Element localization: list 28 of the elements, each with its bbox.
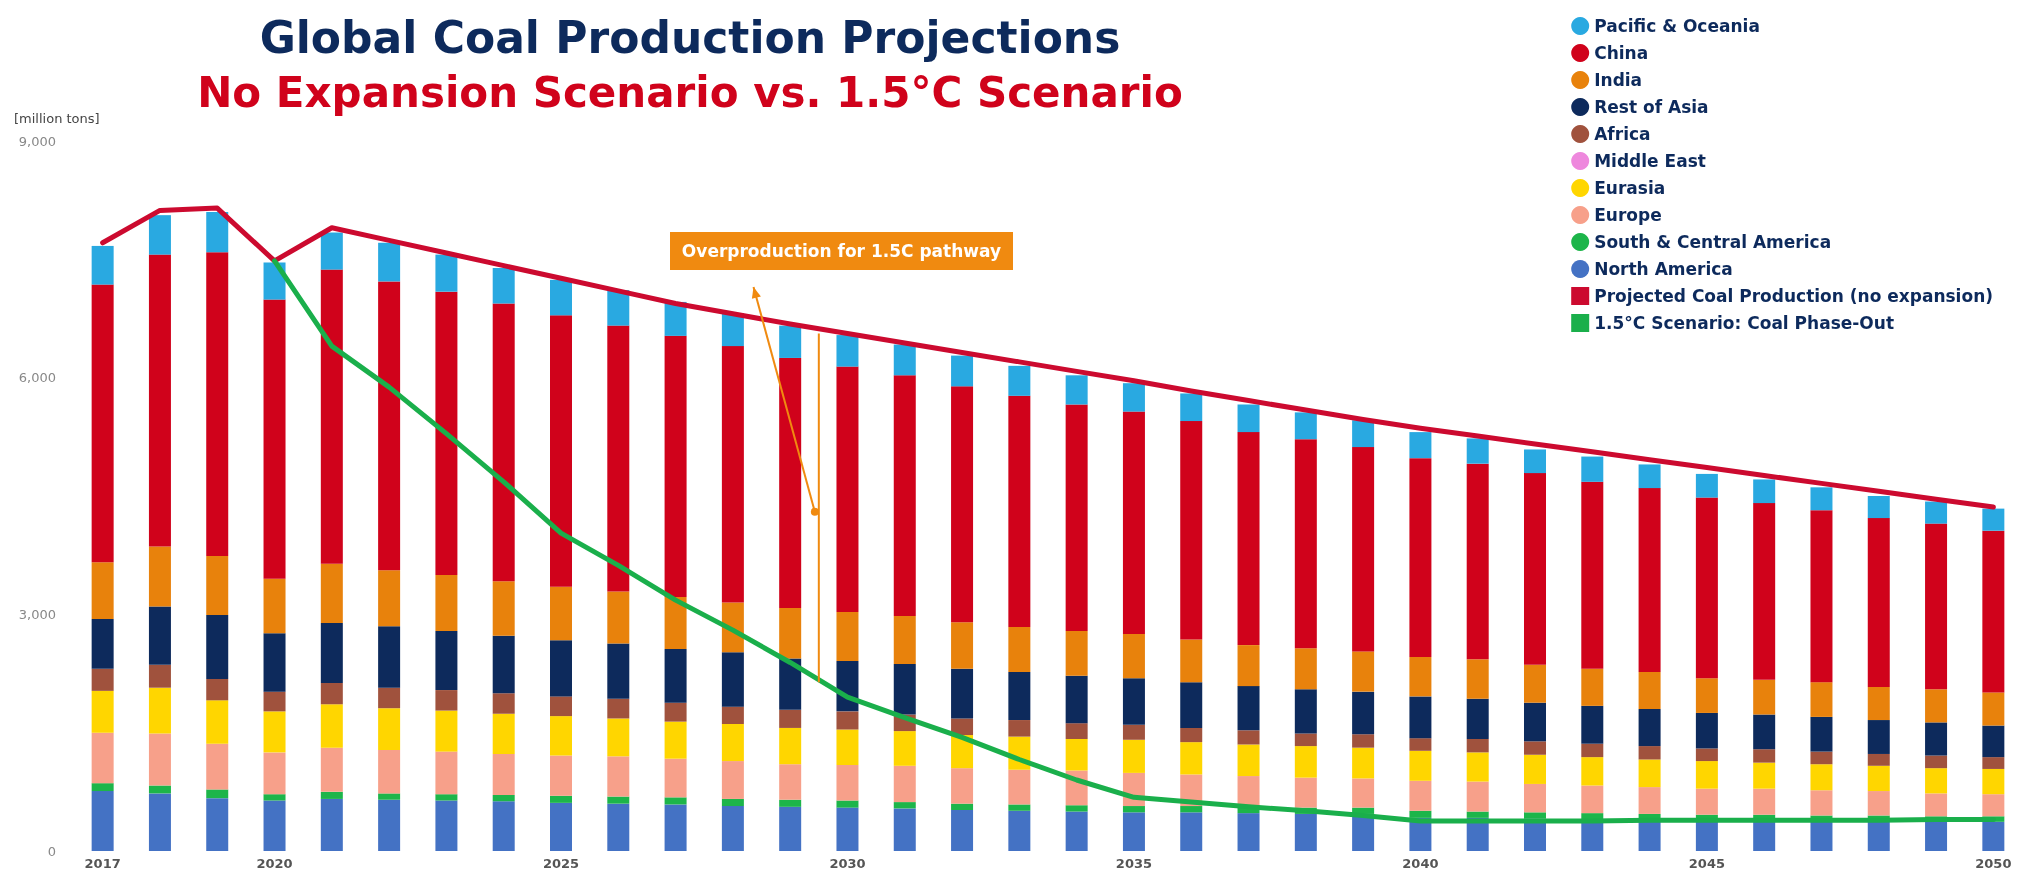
legend-label: Eurasia (1594, 178, 1666, 198)
legend-label: North America (1594, 259, 1733, 279)
y-tick-label: 3,000 (18, 606, 56, 622)
x-tick-label: 2040 (1402, 856, 1439, 871)
x-tick-label: 2025 (542, 856, 580, 871)
x-tick-label: 2030 (829, 856, 866, 871)
y-tick-label: 0 (47, 843, 56, 859)
legend-label: Middle East (1594, 151, 1706, 171)
y-axis-title: [million tons] (14, 111, 100, 126)
y-tick-label: 6,000 (18, 370, 56, 386)
legend-label: Europe (1594, 205, 1662, 225)
legend-label: 1.5°C Scenario: Coal Phase-Out (1594, 313, 1895, 333)
chart-title: Global Coal Production Projections (259, 11, 1121, 63)
legend-label: Pacific & Oceania (1594, 16, 1760, 36)
x-tick-label: 2050 (1975, 856, 2012, 871)
chart-subtitle: No Expansion Scenario vs. 1.5°C Scenario (197, 67, 1183, 117)
legend-label: China (1594, 43, 1649, 63)
x-tick-label: 2020 (256, 856, 293, 871)
x-tick-label: 2045 (1688, 856, 1725, 871)
annotation: Overproduction for 1.5C pathway (669, 232, 1014, 270)
legend-label: Rest of Asia (1594, 97, 1709, 117)
legend-label: India (1594, 70, 1643, 90)
y-tick-label: 9,000 (18, 133, 56, 149)
x-tick-label: 2017 (84, 856, 121, 871)
legend-label: Projected Coal Production (no expansion) (1594, 286, 1994, 306)
x-tick-label: 2035 (1115, 856, 1153, 871)
legend-label: South & Central America (1594, 232, 1832, 252)
legend-label: Africa (1594, 124, 1651, 144)
